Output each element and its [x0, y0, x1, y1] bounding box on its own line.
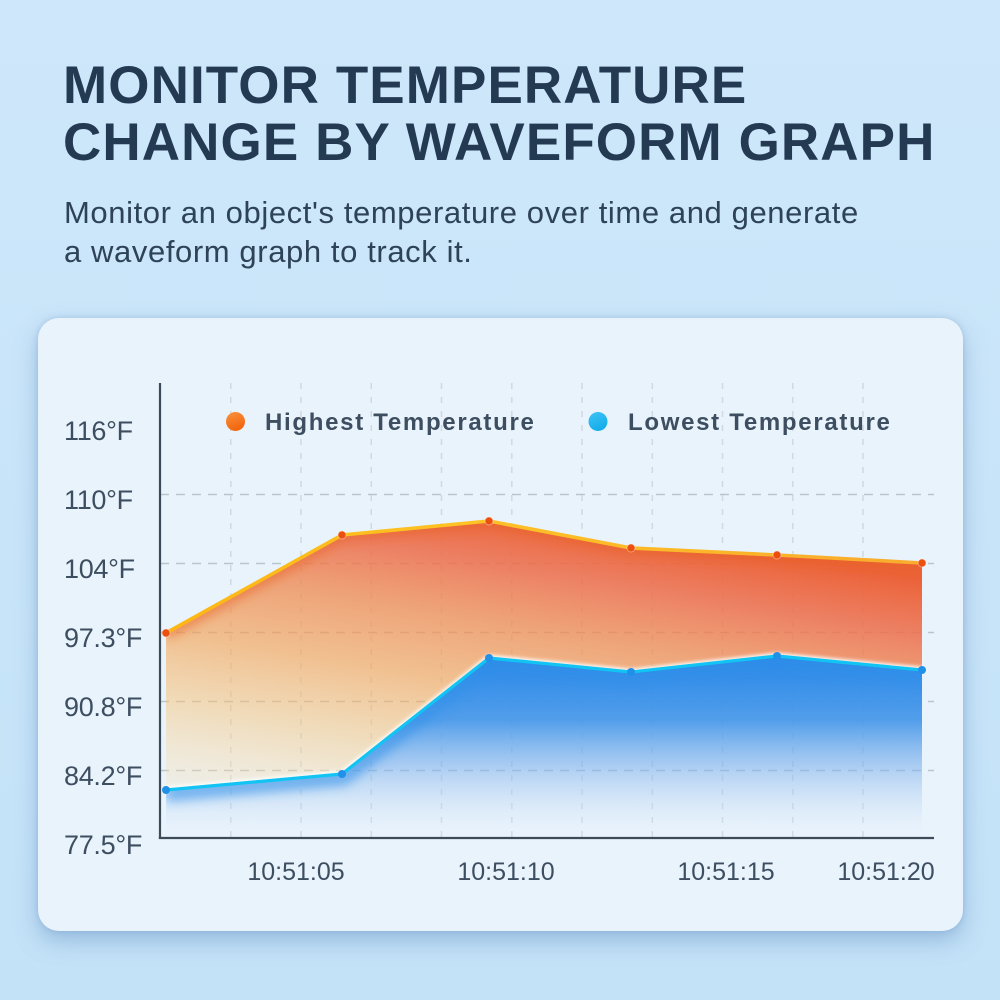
svg-text:104°F: 104°F: [64, 554, 135, 584]
svg-text:84.2°F: 84.2°F: [64, 761, 142, 791]
svg-text:90.8°F: 90.8°F: [64, 692, 142, 722]
svg-text:Lowest Temperature: Lowest Temperature: [628, 409, 892, 436]
svg-text:10:51:15: 10:51:15: [677, 858, 774, 886]
svg-text:97.3°F: 97.3°F: [64, 623, 142, 653]
svg-text:10:51:05: 10:51:05: [247, 858, 344, 886]
svg-text:110°F: 110°F: [64, 485, 133, 515]
svg-text:116°F: 116°F: [64, 416, 133, 446]
svg-text:10:51:10: 10:51:10: [457, 858, 554, 886]
svg-text:10:51:20: 10:51:20: [837, 858, 934, 886]
svg-text:77.5°F: 77.5°F: [64, 830, 142, 860]
svg-text:Highest Temperature: Highest Temperature: [265, 409, 536, 436]
